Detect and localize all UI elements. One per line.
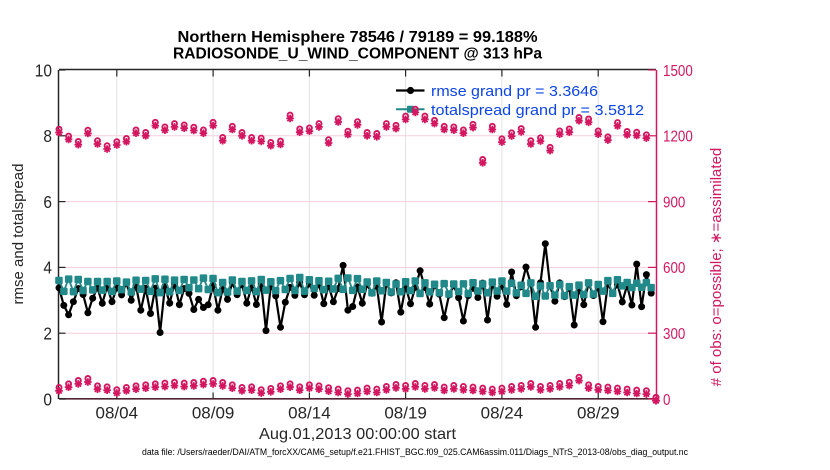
svg-text:# of obs: o=possible; ∗=assimi: # of obs: o=possible; ∗=assimilated — [708, 148, 725, 387]
svg-text:10: 10 — [35, 60, 52, 80]
svg-text:900: 900 — [663, 194, 685, 211]
svg-text:RADIOSONDE_U_WIND_COMPONENT @: RADIOSONDE_U_WIND_COMPONENT @ 313 hPa — [173, 45, 542, 62]
svg-text:08/04: 08/04 — [96, 404, 139, 423]
svg-text:2: 2 — [43, 324, 52, 344]
svg-text:1200: 1200 — [663, 129, 693, 146]
svg-text:08/19: 08/19 — [384, 404, 427, 423]
svg-text:8: 8 — [43, 126, 52, 146]
svg-text:0: 0 — [43, 389, 52, 409]
svg-text:Aug.01,2013 00:00:00 start: Aug.01,2013 00:00:00 start — [259, 426, 457, 443]
svg-text:rmse grand pr = 3.3646: rmse grand pr = 3.3646 — [431, 83, 598, 100]
svg-text:08/09: 08/09 — [192, 404, 235, 423]
svg-text:rmse and totalspread: rmse and totalspread — [10, 164, 27, 305]
svg-text:data file: /Users/raeder/DAI/A: data file: /Users/raeder/DAI/ATM_forcXX/… — [142, 447, 688, 457]
svg-text:Northern Hemisphere 78546 / 79: Northern Hemisphere 78546 / 79189 = 99.1… — [178, 29, 538, 46]
svg-text:4: 4 — [43, 258, 52, 278]
svg-text:0: 0 — [663, 392, 671, 409]
svg-text:1500: 1500 — [663, 63, 693, 80]
svg-text:08/24: 08/24 — [481, 404, 524, 423]
svg-text:08/14: 08/14 — [288, 404, 331, 423]
svg-text:totalspread grand pr = 3.5812: totalspread grand pr = 3.5812 — [431, 102, 644, 119]
svg-text:6: 6 — [43, 192, 52, 212]
svg-text:08/29: 08/29 — [577, 404, 620, 423]
svg-text:600: 600 — [663, 260, 685, 277]
svg-text:300: 300 — [663, 326, 685, 343]
